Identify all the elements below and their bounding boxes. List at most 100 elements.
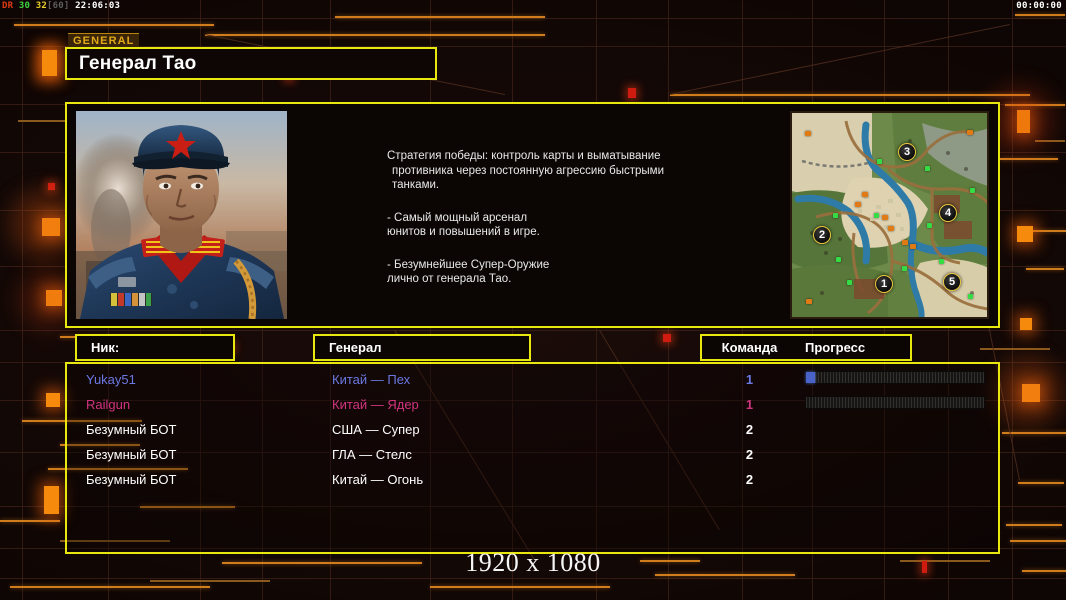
civilian-building-marker bbox=[888, 226, 894, 231]
player-general: Китай — Ядер bbox=[332, 397, 419, 412]
start-position-3[interactable]: 3 bbox=[898, 143, 916, 161]
supply-marker bbox=[968, 294, 973, 299]
grid-line-vertical bbox=[1012, 0, 1013, 600]
player-nickname: Безумный БОТ bbox=[86, 422, 177, 437]
supply-marker bbox=[939, 259, 944, 264]
node-glow bbox=[993, 357, 1063, 427]
player-team: 2 bbox=[745, 472, 754, 487]
accent-node bbox=[1022, 384, 1040, 402]
general-tab-label: GENERAL bbox=[73, 34, 135, 47]
desc-line-1: противника через постоянную агрессию быс… bbox=[392, 164, 665, 177]
column-header-nick: Ник: bbox=[75, 334, 235, 361]
start-position-5[interactable]: 5 bbox=[943, 273, 961, 291]
grid-line-horizontal bbox=[0, 18, 1066, 19]
circuit-trace bbox=[1026, 268, 1064, 270]
civilian-building-marker bbox=[862, 192, 868, 197]
accent-node bbox=[1017, 226, 1033, 242]
general-info-panel: Стратегия победы: контроль карты и вымат… bbox=[65, 102, 1000, 328]
circuit-trace bbox=[205, 34, 545, 36]
circuit-trace bbox=[140, 506, 235, 508]
circuit-trace bbox=[1000, 158, 1058, 160]
accent-node-red bbox=[663, 334, 671, 342]
player-row[interactable]: Безумный БОТ Китай — Огонь 2 bbox=[67, 467, 998, 492]
progress-track bbox=[805, 371, 985, 384]
supply-marker bbox=[970, 188, 975, 193]
grid-line-horizontal bbox=[0, 578, 1066, 579]
supply-marker bbox=[877, 159, 882, 164]
desc-bullet-1-line-0: - Безумнейшее Супер-Оружие bbox=[387, 258, 550, 271]
circuit-trace bbox=[1030, 230, 1066, 232]
circuit-trace bbox=[14, 24, 214, 26]
performance-readout: DR 30 32[60] 22:06:03 bbox=[2, 1, 120, 11]
start-position-2[interactable]: 2 bbox=[813, 226, 831, 244]
perf-label: DR bbox=[2, 1, 14, 11]
resolution-label: 1920 x 1080 bbox=[465, 548, 601, 577]
circuit-trace bbox=[1010, 540, 1066, 542]
civilian-building-marker bbox=[967, 130, 973, 135]
portrait-artwork bbox=[76, 111, 287, 319]
grid-line-horizontal bbox=[0, 330, 1066, 331]
desc-bullet-0-line-1: юнитов и повышений в игре. bbox=[387, 226, 540, 238]
player-team: 2 bbox=[745, 422, 754, 437]
grid-line-vertical bbox=[22, 0, 23, 600]
circuit-trace bbox=[22, 420, 142, 422]
circuit-trace-dim bbox=[900, 560, 990, 562]
circuit-trace-dim bbox=[18, 120, 78, 122]
player-nickname: Безумный БОТ bbox=[86, 472, 177, 487]
grid-line-horizontal bbox=[0, 506, 1066, 507]
player-team: 2 bbox=[745, 447, 754, 462]
player-nickname: Railgun bbox=[86, 397, 131, 412]
progress-track bbox=[805, 396, 985, 409]
match-minimap[interactable]: 1 2 3 4 5 bbox=[790, 111, 989, 319]
civilian-building-marker bbox=[805, 131, 811, 136]
player-row[interactable]: Yukay51 Китай — Пех 1 bbox=[67, 367, 998, 392]
player-row[interactable]: Railgun Китай — Ядер 1 bbox=[67, 392, 998, 417]
circuit-diagonal bbox=[670, 24, 1011, 95]
player-team: 1 bbox=[745, 372, 754, 387]
circuit-trace bbox=[640, 560, 700, 562]
accent-node bbox=[1017, 110, 1030, 133]
column-header-nick-label: Ник: bbox=[91, 340, 120, 355]
circuit-trace bbox=[335, 16, 545, 18]
circuit-trace bbox=[0, 520, 60, 522]
desc-line-2: танками. bbox=[392, 179, 440, 191]
circuit-trace bbox=[1002, 432, 1066, 434]
supply-marker bbox=[925, 166, 930, 171]
desc-bullet-0-line-0: - Самый мощный арсенал bbox=[387, 211, 528, 224]
supply-marker bbox=[833, 213, 838, 218]
player-general: Китай — Пех bbox=[332, 372, 411, 387]
player-general: Китай — Огонь bbox=[332, 472, 424, 487]
circuit-trace-dim bbox=[980, 348, 1050, 350]
supply-marker bbox=[927, 223, 932, 228]
player-team: 1 bbox=[745, 397, 754, 412]
column-header-progress-label: Прогресс bbox=[805, 340, 866, 355]
circuit-trace bbox=[1022, 570, 1066, 572]
start-position-1[interactable]: 1 bbox=[875, 275, 893, 293]
civilian-building-marker bbox=[902, 240, 908, 245]
circuit-trace bbox=[48, 468, 188, 470]
general-tab[interactable]: GENERAL bbox=[68, 33, 140, 47]
desc-bullet-1-line-1: лично от генерала Тао. bbox=[387, 273, 512, 285]
player-nickname: Безумный БОТ bbox=[86, 447, 177, 462]
accent-node bbox=[46, 290, 62, 306]
fps-cap: [60] bbox=[47, 1, 70, 11]
player-general: США — Супер bbox=[332, 422, 420, 437]
header-accent-node bbox=[42, 50, 57, 76]
civilian-building-marker bbox=[882, 215, 888, 220]
player-row[interactable]: Безумный БОТ США — Супер 2 bbox=[67, 417, 998, 442]
supply-marker bbox=[874, 213, 879, 218]
supply-marker bbox=[902, 266, 907, 271]
column-header-general-label: Генерал bbox=[329, 340, 382, 355]
system-clock: 22:06:03 bbox=[75, 1, 121, 11]
circuit-trace-dim bbox=[1035, 140, 1065, 142]
circuit-trace bbox=[655, 574, 795, 576]
player-row[interactable]: Безумный БОТ ГЛА — Стелс 2 bbox=[67, 442, 998, 467]
circuit-trace bbox=[10, 586, 210, 588]
accent-node bbox=[44, 486, 59, 514]
start-position-4[interactable]: 4 bbox=[939, 204, 957, 222]
desc-line-0: Стратегия победы: контроль карты и вымат… bbox=[387, 150, 661, 162]
player-progress-bar bbox=[805, 371, 985, 384]
grid-line-horizontal bbox=[0, 452, 1066, 453]
civilian-building-marker bbox=[855, 202, 861, 207]
circuit-trace bbox=[1006, 524, 1062, 526]
